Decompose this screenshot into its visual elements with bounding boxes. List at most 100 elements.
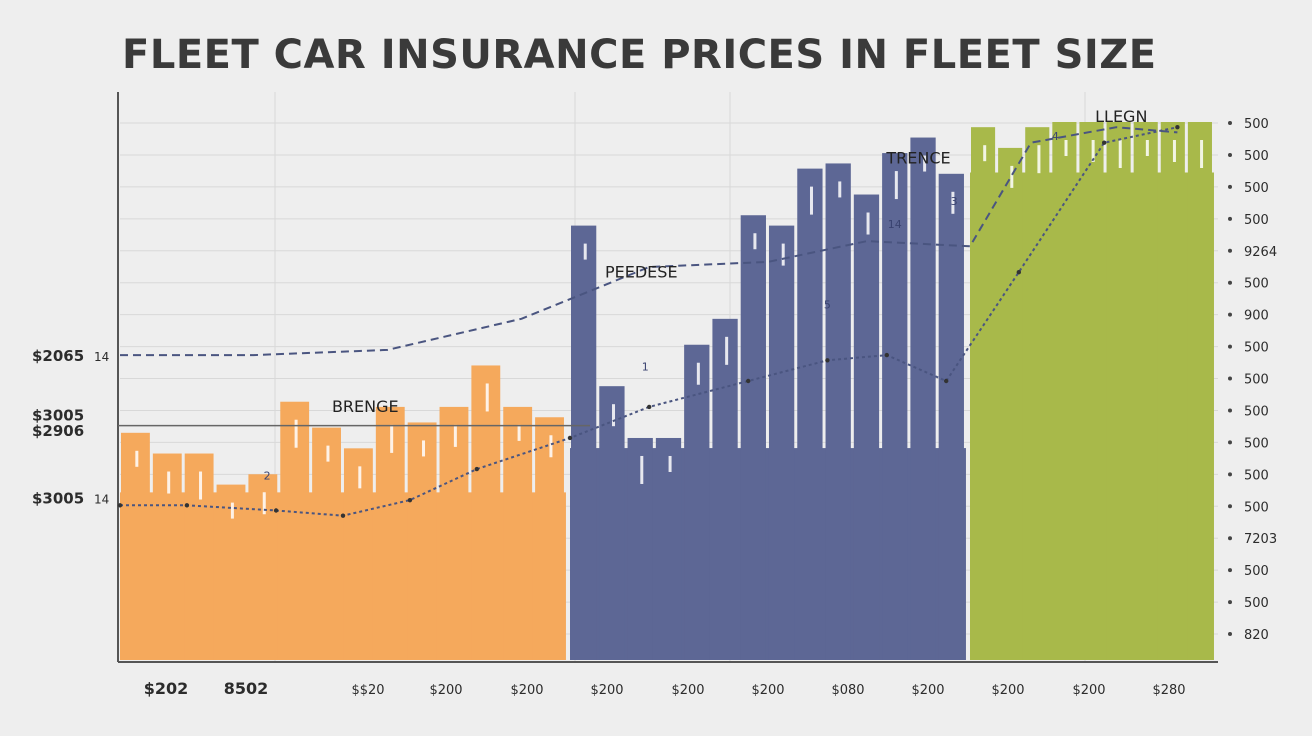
data-bar <box>971 127 996 661</box>
bar-tick-mark <box>230 502 234 519</box>
right-axis-label: 7203 <box>1244 532 1277 547</box>
right-axis-dot <box>1228 376 1232 381</box>
point-annotation: 5 <box>824 298 831 311</box>
data-bar <box>471 365 501 660</box>
x-tick-label: $200 <box>911 683 944 698</box>
bar-tick-mark <box>951 191 955 214</box>
data-bar <box>312 427 341 660</box>
x-tick-label: $$20 <box>351 683 384 698</box>
trend-line-dotted <box>120 126 1178 517</box>
right-axis-dot <box>1228 152 1232 157</box>
data-bar <box>1025 127 1050 661</box>
data-bar <box>599 386 625 660</box>
bar-tick-mark <box>753 233 757 250</box>
right-axis-label: 500 <box>1244 181 1269 196</box>
trend-point <box>184 503 190 508</box>
right-axis-dot <box>1228 536 1232 541</box>
bar-tick-mark <box>923 155 927 172</box>
data-bar <box>655 437 682 660</box>
bar-tick-mark <box>485 383 489 412</box>
data-bar <box>1079 122 1104 660</box>
bar-tick-mark <box>894 171 898 200</box>
right-axis-dot <box>1228 344 1232 349</box>
point-annotation: 2 <box>264 469 271 482</box>
right-axis-label: 500 <box>1244 404 1269 419</box>
data-bar <box>1133 122 1158 660</box>
x-tick-label: $202 <box>144 679 189 698</box>
data-bar <box>998 147 1023 660</box>
right-axis-dot <box>1228 472 1232 477</box>
trend-point <box>273 508 279 513</box>
data-bar <box>740 215 766 661</box>
data-bar <box>503 406 533 660</box>
chart-title: FLEET CAR INSURANCE PRICES IN FLEET SIZE <box>122 32 1157 78</box>
data-bar <box>882 153 908 660</box>
data-bar <box>768 225 795 660</box>
data-bar <box>797 168 823 660</box>
right-axis-dot <box>1228 408 1232 413</box>
bar-tick-mark <box>390 424 394 453</box>
x-tick-label: $200 <box>590 683 623 698</box>
data-bar <box>1106 122 1131 660</box>
trend-point <box>1016 270 1021 275</box>
bar-tick-mark <box>294 419 298 448</box>
series-annotation-label: BRENGE <box>332 397 399 416</box>
series-annotation-label: LLEGN <box>1095 107 1147 126</box>
right-axis-label: 500 <box>1244 500 1269 515</box>
point-annotation: 14 <box>888 218 902 231</box>
trend-point <box>746 378 751 384</box>
data-bar <box>439 406 469 660</box>
bar-tick-mark <box>1064 140 1068 156</box>
bar-tick-mark <box>1172 140 1176 162</box>
right-axis-dot <box>1228 568 1232 573</box>
x-tick-label: $200 <box>510 683 543 698</box>
bar-tick-mark <box>1010 165 1014 188</box>
data-bar <box>1052 122 1077 660</box>
x-tick-label: 8502 <box>224 679 269 698</box>
trend-point <box>117 503 123 508</box>
bar-tick-mark <box>640 455 644 484</box>
data-bar <box>407 422 437 660</box>
x-tick-label: $200 <box>429 683 462 698</box>
right-axis-label: 500 <box>1244 341 1269 356</box>
bar-tick-mark <box>1145 140 1149 156</box>
trend-point <box>944 378 949 384</box>
right-axis-dot <box>1228 632 1232 636</box>
data-bar <box>910 137 936 661</box>
bar-tick-mark <box>1037 145 1041 174</box>
left-axis-label: $3005 <box>32 490 84 508</box>
bar-tick-mark <box>612 404 616 427</box>
bar-tick-mark <box>549 435 553 458</box>
right-axis-dot <box>1228 440 1232 445</box>
x-tick-label: $200 <box>751 683 784 698</box>
right-axis-label: 500 <box>1244 149 1269 164</box>
trend-point <box>825 358 830 363</box>
bar-tick-mark <box>1091 140 1095 162</box>
left-axis-tag: 14 <box>94 493 109 507</box>
right-axis-label: 820 <box>1244 628 1269 643</box>
series-annotation-label: PEEDESE <box>605 262 678 281</box>
data-bar <box>1160 122 1185 660</box>
bar-tick-mark <box>781 243 785 266</box>
right-axis-label: 500 <box>1244 468 1269 483</box>
trend-point <box>1102 140 1107 145</box>
data-bar <box>825 163 851 660</box>
bar-tick-mark <box>167 471 171 494</box>
right-axis-label: 500 <box>1244 373 1269 388</box>
right-axis-label: 500 <box>1244 596 1269 611</box>
x-tick-label: $080 <box>831 683 864 698</box>
left-axis-label: $3005 <box>32 407 84 425</box>
right-axis-label: 500 <box>1244 277 1269 292</box>
bar-tick-mark <box>983 145 987 162</box>
x-tick-label: $200 <box>991 683 1024 698</box>
right-axis-label: 500 <box>1244 117 1269 132</box>
right-axis-dot <box>1228 248 1232 253</box>
bar-tick-mark <box>135 450 139 467</box>
trend-point <box>474 466 479 472</box>
point-annotation: 3 <box>951 195 958 208</box>
x-tick-label: $200 <box>671 683 704 698</box>
right-axis-dot <box>1228 280 1232 285</box>
right-axis-label: 500 <box>1244 564 1269 579</box>
